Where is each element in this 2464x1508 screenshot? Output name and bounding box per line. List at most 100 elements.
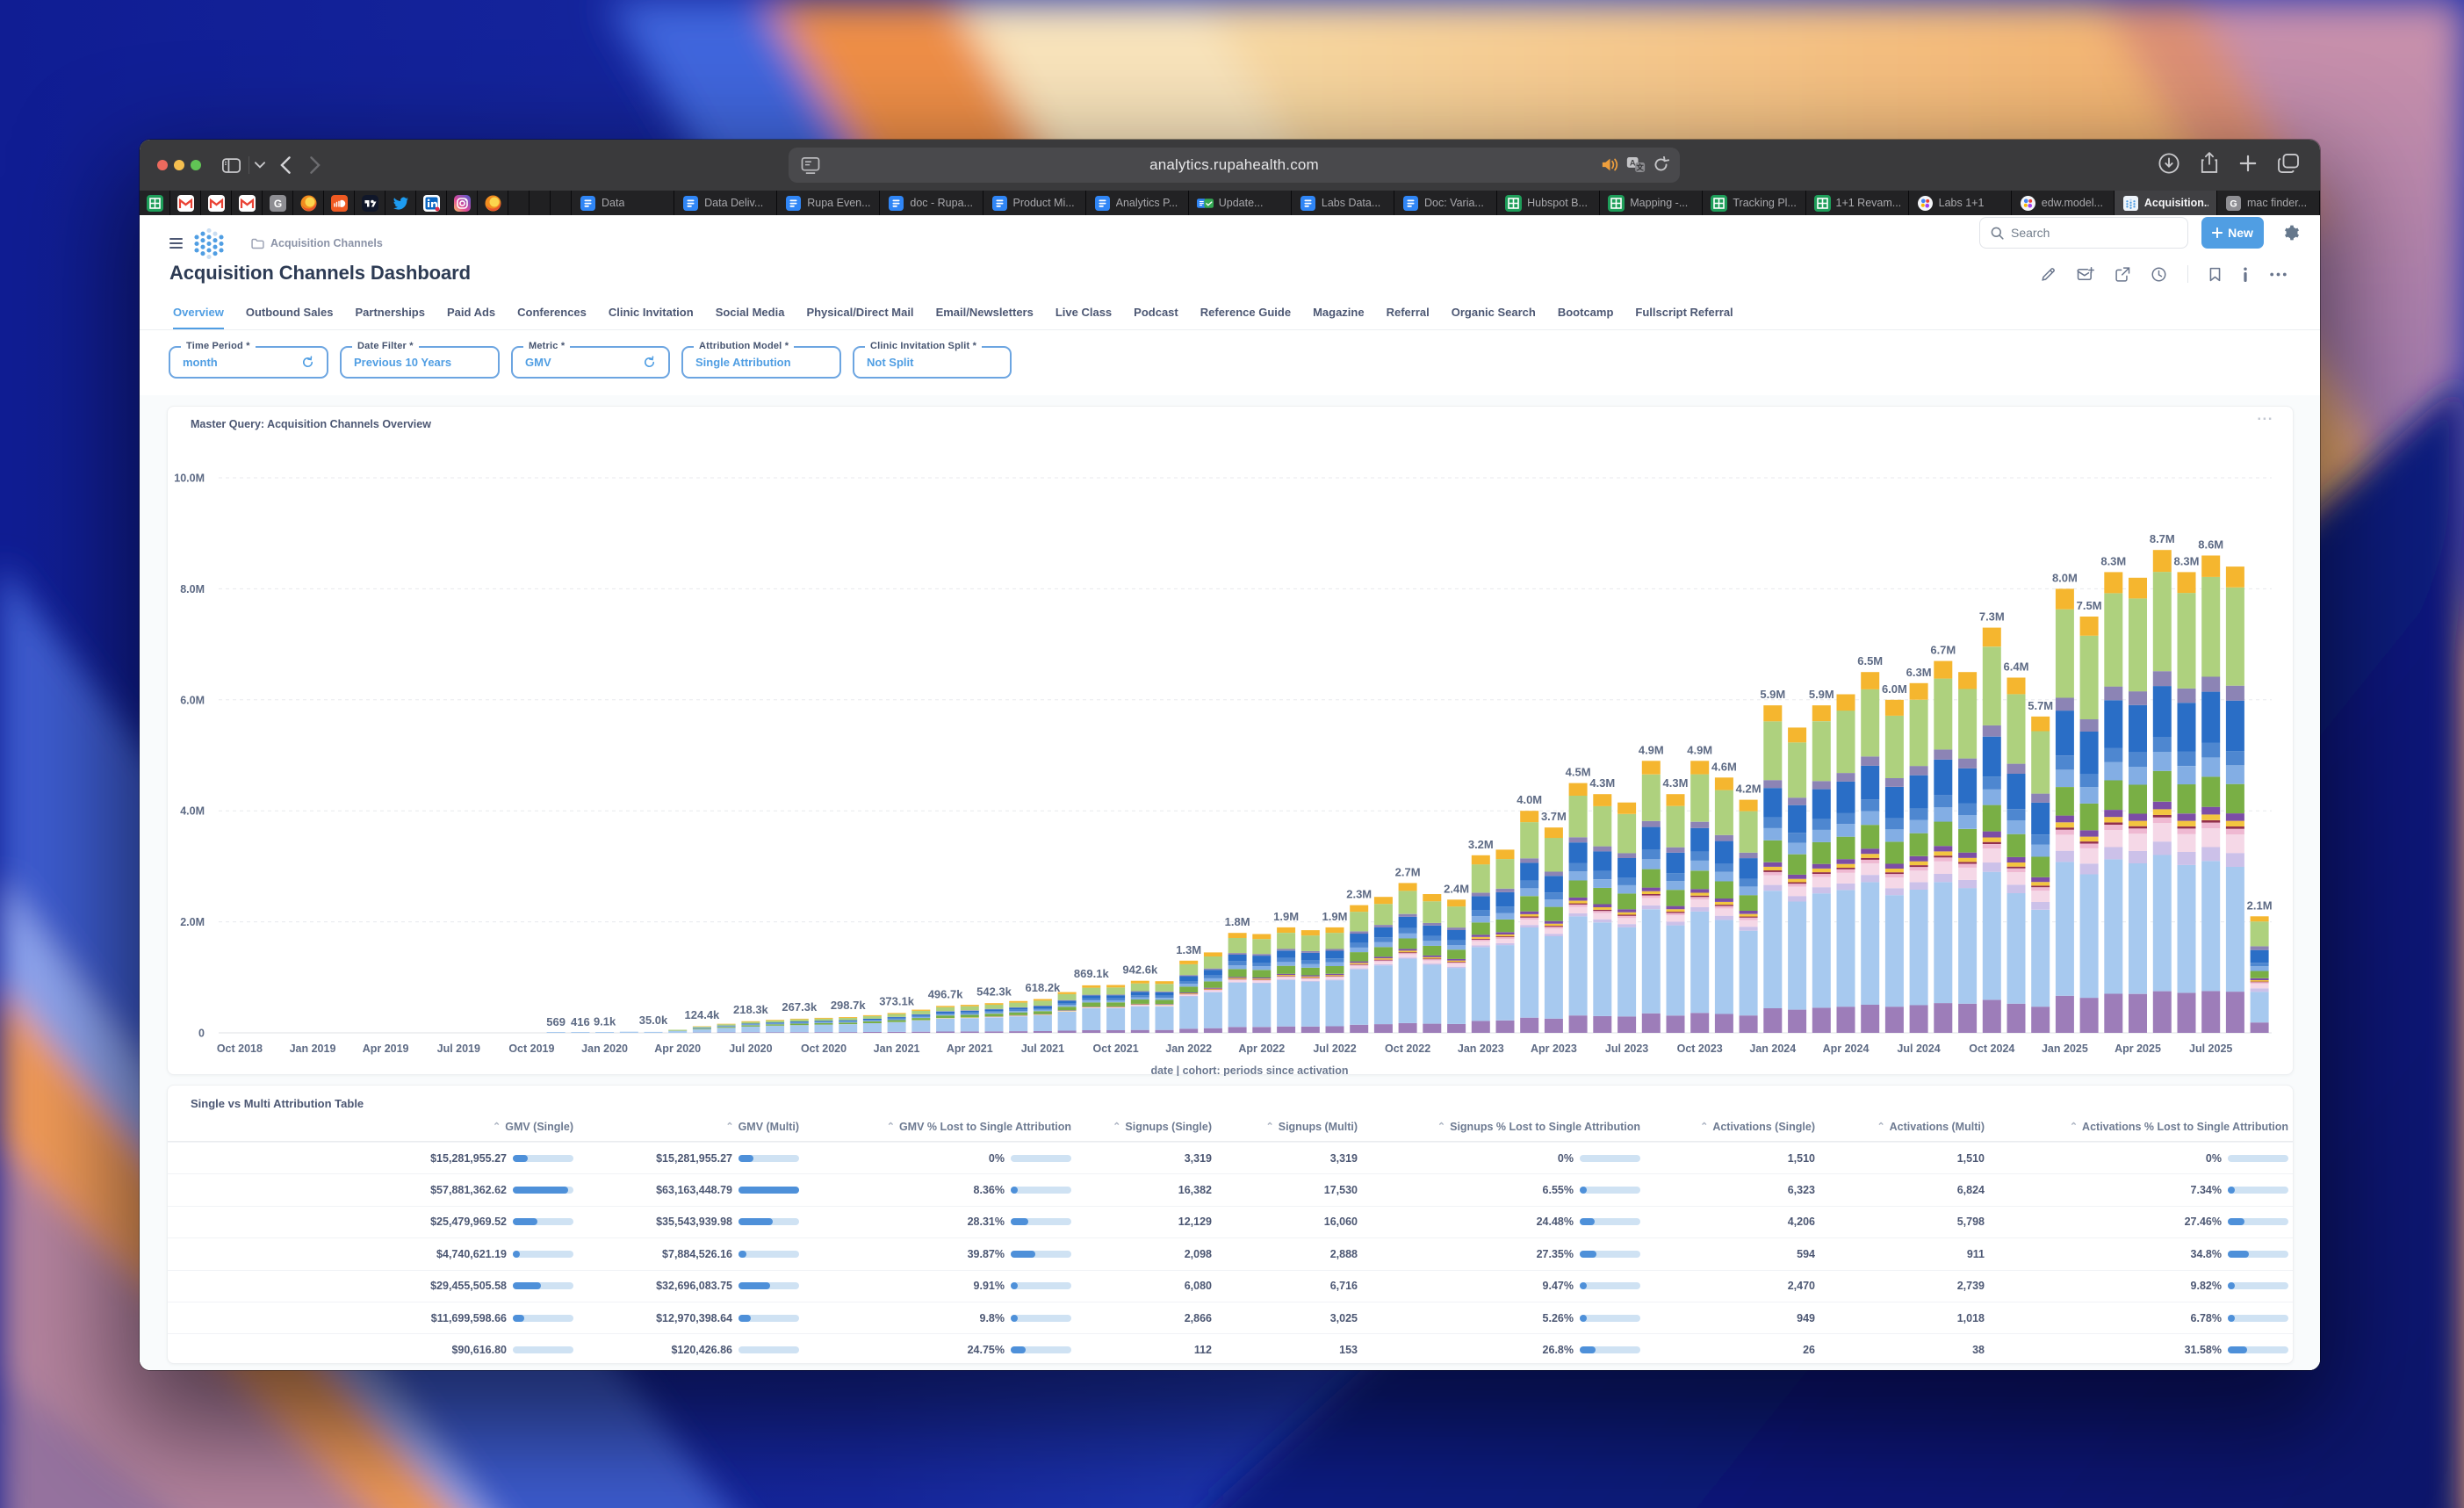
browser-tab[interactable]: edw.model... bbox=[2011, 191, 2115, 215]
tab-overview-icon[interactable] bbox=[2278, 153, 2299, 177]
dash-tab-bootcamp[interactable]: Bootcamp bbox=[1557, 306, 1614, 319]
filter-clinic-invitation-split[interactable]: Clinic Invitation Split * Not Split bbox=[853, 341, 1012, 379]
chart-bar[interactable] bbox=[1958, 672, 1978, 1033]
ellipsis-icon[interactable] bbox=[2270, 272, 2287, 277]
chart-bar[interactable] bbox=[2007, 677, 2026, 1034]
sidebar-chevron-button[interactable] bbox=[255, 140, 265, 191]
browser-tab[interactable]: Tracking Pl... bbox=[1703, 191, 1806, 215]
pinned-tab-firefox[interactable] bbox=[478, 191, 508, 215]
pinned-tab-instagram[interactable] bbox=[447, 191, 478, 215]
browser-tab[interactable]: Labs Data... bbox=[1291, 191, 1394, 215]
dash-tab-overview[interactable]: Overview bbox=[173, 306, 224, 329]
chart-bar[interactable] bbox=[1398, 883, 1417, 1033]
dash-tab-reference-guide[interactable]: Reference Guide bbox=[1200, 306, 1292, 319]
dash-tab-referral[interactable]: Referral bbox=[1386, 306, 1430, 319]
browser-tab[interactable]: Mapping -... bbox=[1600, 191, 1704, 215]
chart-bar[interactable] bbox=[1568, 783, 1588, 1033]
pinned-tab-tradingview[interactable] bbox=[355, 191, 385, 215]
pinned-tab-linkedin[interactable] bbox=[416, 191, 447, 215]
metabase-logo-icon[interactable] bbox=[194, 227, 224, 264]
chart-bar[interactable] bbox=[741, 1021, 760, 1033]
new-button[interactable]: New bbox=[2201, 217, 2264, 249]
info-icon[interactable] bbox=[2242, 266, 2249, 282]
browser-tab[interactable]: Product Mi... bbox=[983, 191, 1086, 215]
table-row[interactable]: $57,881,362.62 $63,163,448.79 8.36% 16,382 1… bbox=[168, 1173, 2293, 1205]
pinned-tab-gmail[interactable] bbox=[232, 191, 263, 215]
chart-bar[interactable] bbox=[839, 1017, 858, 1033]
pinned-tab-empty[interactable] bbox=[530, 191, 551, 215]
mute-icon[interactable] bbox=[1601, 156, 1619, 177]
chart-bar[interactable] bbox=[1082, 985, 1101, 1033]
chart-bar[interactable] bbox=[1593, 794, 1612, 1033]
pinned-tab-firefox[interactable] bbox=[293, 191, 324, 215]
chart-bar[interactable] bbox=[1495, 849, 1515, 1033]
dash-tab-fullscript-referral[interactable]: Fullscript Referral bbox=[1635, 306, 1733, 319]
bookmark-icon[interactable] bbox=[2209, 267, 2221, 282]
share-icon[interactable] bbox=[2201, 151, 2218, 178]
chart-bar[interactable] bbox=[1252, 934, 1272, 1034]
breadcrumb[interactable]: Acquisition Channels bbox=[251, 237, 383, 249]
filter-reset-icon[interactable] bbox=[630, 356, 656, 369]
close-button[interactable] bbox=[157, 160, 168, 170]
dash-tab-live-class[interactable]: Live Class bbox=[1055, 306, 1113, 319]
chart-bar[interactable] bbox=[1714, 777, 1733, 1033]
chart-bar[interactable] bbox=[1350, 905, 1369, 1033]
dash-tab-organic-search[interactable]: Organic Search bbox=[1451, 306, 1536, 319]
chart-bar[interactable] bbox=[2225, 566, 2244, 1033]
chart-bar[interactable] bbox=[2177, 572, 2196, 1033]
chart-bar[interactable] bbox=[984, 1003, 1004, 1033]
chart-bar[interactable] bbox=[1739, 799, 1758, 1033]
chart-bar[interactable] bbox=[1763, 705, 1783, 1033]
filter-value[interactable]: Not Split bbox=[867, 356, 914, 369]
column-header[interactable]: ⌃ Activations (Single) bbox=[1640, 1121, 1815, 1133]
new-tab-icon[interactable] bbox=[2239, 155, 2257, 177]
chart-bar[interactable] bbox=[668, 1029, 688, 1034]
sharing-icon[interactable] bbox=[2115, 266, 2130, 282]
chart-bar[interactable] bbox=[1179, 960, 1199, 1033]
browser-tab[interactable]: Acquisition... bbox=[2114, 191, 2217, 215]
filter-date-filter[interactable]: Date Filter * Previous 10 Years bbox=[340, 341, 500, 379]
dash-tab-podcast[interactable]: Podcast bbox=[1134, 306, 1178, 319]
chart-bar[interactable] bbox=[789, 1018, 809, 1033]
chart-bar[interactable] bbox=[1836, 694, 1855, 1034]
history-icon[interactable] bbox=[2151, 267, 2166, 282]
chart-bar[interactable] bbox=[2104, 572, 2123, 1033]
chart-bar[interactable] bbox=[1373, 897, 1393, 1033]
column-header[interactable]: ⌃ GMV (Multi) bbox=[573, 1121, 799, 1133]
chart-bar[interactable] bbox=[1447, 899, 1466, 1033]
downloads-icon[interactable] bbox=[2158, 152, 2179, 178]
pinned-tab-soundcloud[interactable] bbox=[324, 191, 355, 215]
chart-bar[interactable] bbox=[1155, 981, 1174, 1033]
chart-bar[interactable] bbox=[1520, 811, 1539, 1033]
table-row[interactable]: $90,616.80 $120,426.86 24.75% 112 153 26.8% 26… bbox=[168, 1333, 2293, 1363]
column-header[interactable]: ⌃ Signups % Lost to Single Attribution bbox=[1358, 1121, 1640, 1133]
chart-bar[interactable] bbox=[1325, 927, 1344, 1033]
card-menu-ellipsis[interactable]: ... bbox=[2257, 407, 2273, 423]
chart-bar[interactable] bbox=[1982, 627, 2001, 1033]
chart-bar[interactable] bbox=[1423, 894, 1442, 1033]
browser-tab[interactable]: doc - Rupa... bbox=[880, 191, 983, 215]
chart-bar[interactable] bbox=[814, 1017, 833, 1033]
chart-bar[interactable] bbox=[1471, 855, 1490, 1033]
table-row[interactable]: $11,699,598.66 $12,970,398.64 9.8% 2,866 3,0… bbox=[168, 1301, 2293, 1333]
chart-bar[interactable] bbox=[2055, 588, 2074, 1033]
reader-icon[interactable] bbox=[801, 157, 820, 178]
chart-bar[interactable] bbox=[1009, 1000, 1028, 1033]
table-row[interactable]: $25,479,969.52 $35,543,939.98 28.31% 12,129… bbox=[168, 1205, 2293, 1237]
chart-bar[interactable] bbox=[1690, 761, 1710, 1033]
dash-tab-conferences[interactable]: Conferences bbox=[517, 306, 587, 319]
nav-menu-icon[interactable] bbox=[169, 238, 183, 249]
dash-tab-paid-ads[interactable]: Paid Ads bbox=[446, 306, 496, 319]
browser-tab[interactable]: Hubspot B... bbox=[1497, 191, 1601, 215]
search-input[interactable]: Search bbox=[1979, 217, 2188, 249]
filter-value[interactable]: Single Attribution bbox=[695, 356, 791, 369]
filter-value[interactable]: month bbox=[183, 356, 218, 369]
dash-tab-clinic-invitation[interactable]: Clinic Invitation bbox=[608, 306, 694, 319]
browser-tab[interactable]: Doc: Varia... bbox=[1394, 191, 1498, 215]
filter-time-period[interactable]: Time Period * month bbox=[169, 341, 328, 379]
chart-bar[interactable] bbox=[1861, 672, 1880, 1033]
dash-tab-physical-direct-mail[interactable]: Physical/Direct Mail bbox=[806, 306, 914, 319]
filter-metric[interactable]: Metric * GMV bbox=[511, 341, 670, 379]
chart-bar[interactable] bbox=[1788, 727, 1807, 1033]
